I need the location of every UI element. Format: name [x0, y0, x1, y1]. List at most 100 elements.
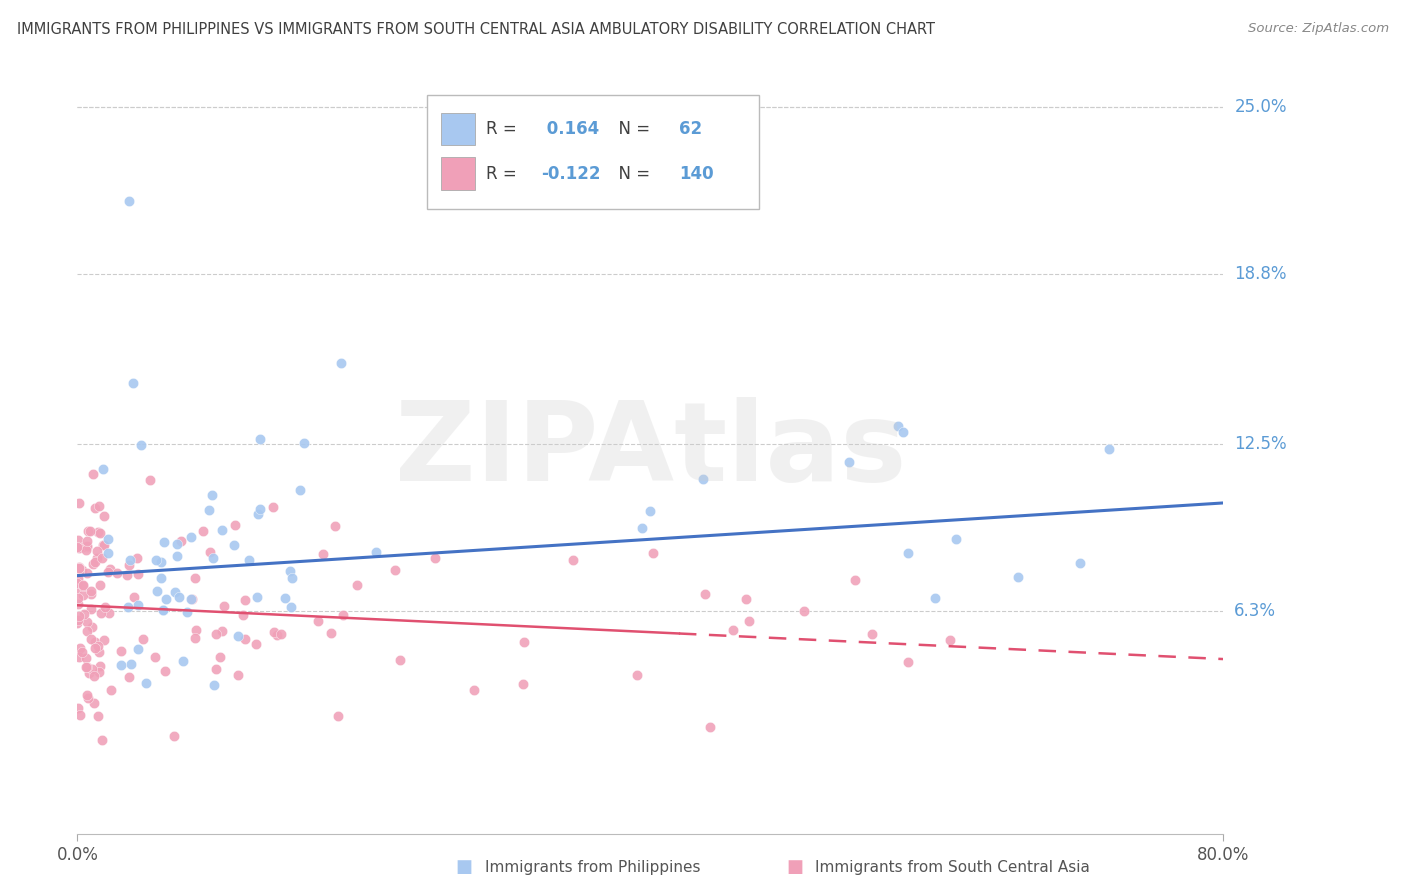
Point — [72, 578, 94, 592]
Point — [77, 665, 100, 680]
Point — [89, 659, 111, 673]
Point — [70, 563, 93, 577]
Point — [80, 632, 103, 646]
Point — [76, 690, 98, 705]
Point — [67, 649, 90, 664]
Text: ZIPAtlas: ZIPAtlas — [395, 397, 905, 504]
Point — [180, 591, 202, 606]
Point — [176, 605, 198, 619]
Point — [205, 627, 228, 641]
Point — [129, 438, 152, 452]
FancyBboxPatch shape — [440, 113, 475, 145]
Point — [201, 551, 224, 566]
Point — [98, 561, 121, 575]
Point — [233, 593, 256, 607]
Point — [281, 571, 304, 585]
FancyBboxPatch shape — [427, 95, 759, 209]
Point — [118, 194, 141, 209]
Point — [211, 624, 233, 639]
Point — [67, 565, 90, 579]
Point — [118, 558, 141, 572]
Point — [87, 639, 110, 653]
Point — [125, 550, 148, 565]
Point — [67, 609, 90, 624]
Point — [273, 591, 295, 606]
Point — [169, 590, 191, 604]
Text: N =: N = — [607, 164, 655, 183]
Point — [76, 688, 98, 702]
Point — [75, 543, 97, 558]
Point — [245, 637, 267, 651]
Point — [270, 626, 292, 640]
Point — [326, 709, 349, 723]
Point — [76, 566, 98, 581]
Point — [172, 654, 194, 668]
Point — [198, 502, 221, 516]
Point — [561, 553, 583, 567]
Point — [734, 592, 756, 607]
Point — [211, 524, 233, 538]
Point — [89, 499, 111, 513]
Point — [145, 553, 167, 567]
Point — [127, 566, 149, 581]
Point — [117, 670, 139, 684]
Point — [150, 571, 173, 585]
Point — [202, 678, 225, 692]
Point — [76, 540, 98, 554]
Point — [110, 644, 132, 658]
Point — [897, 656, 920, 670]
Point — [692, 472, 714, 486]
Text: ■: ■ — [786, 858, 803, 876]
Point — [121, 376, 143, 391]
Point — [69, 707, 91, 722]
Text: Source: ZipAtlas.com: Source: ZipAtlas.com — [1249, 22, 1389, 36]
Point — [332, 608, 354, 623]
Point — [69, 640, 91, 655]
Point — [132, 632, 155, 647]
Point — [75, 650, 97, 665]
Point — [924, 591, 946, 605]
Point — [198, 545, 221, 559]
Point — [86, 544, 108, 558]
Text: Immigrants from Philippines: Immigrants from Philippines — [485, 860, 700, 874]
Point — [117, 600, 139, 615]
Point — [388, 653, 411, 667]
Text: 6.3%: 6.3% — [1234, 601, 1277, 620]
Point — [80, 620, 103, 634]
Point — [67, 560, 90, 574]
Point — [212, 599, 235, 613]
Point — [233, 632, 256, 646]
Point — [278, 564, 301, 578]
Point — [100, 683, 122, 698]
Text: R =: R = — [486, 164, 523, 183]
Point — [330, 356, 353, 370]
Text: ■: ■ — [456, 858, 472, 876]
Point — [66, 541, 89, 555]
Point — [80, 583, 103, 598]
Point — [290, 483, 312, 498]
Point — [73, 607, 96, 622]
Point — [384, 563, 406, 577]
Point — [838, 455, 860, 469]
Text: 18.8%: 18.8% — [1234, 265, 1286, 283]
Point — [87, 645, 110, 659]
Point — [90, 550, 112, 565]
Point — [721, 623, 744, 637]
Point — [184, 631, 207, 645]
Point — [186, 623, 208, 637]
Point — [91, 538, 114, 552]
Point — [166, 549, 188, 563]
Point — [105, 566, 128, 580]
Point — [737, 614, 759, 628]
Point — [93, 600, 115, 615]
Point — [80, 602, 103, 616]
Point — [631, 521, 654, 535]
Point — [89, 665, 111, 679]
Point — [224, 518, 246, 533]
Point — [87, 708, 110, 723]
Point — [163, 584, 186, 599]
Point — [120, 553, 142, 567]
Point — [626, 668, 648, 682]
Point — [180, 530, 202, 544]
Point — [93, 509, 115, 524]
